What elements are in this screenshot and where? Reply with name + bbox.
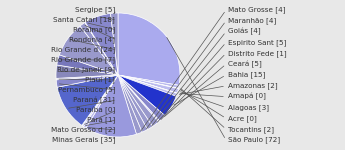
Wedge shape (118, 75, 165, 121)
Wedge shape (118, 75, 152, 130)
Text: Acre [0]: Acre [0] (228, 115, 257, 122)
Text: Santa Catari [18]: Santa Catari [18] (53, 17, 115, 23)
Wedge shape (118, 75, 158, 126)
Wedge shape (57, 75, 118, 125)
Wedge shape (56, 75, 118, 87)
Wedge shape (110, 13, 118, 75)
Text: Alagoas [3]: Alagoas [3] (228, 104, 269, 111)
Text: Rondonia [4]: Rondonia [4] (69, 37, 115, 43)
Text: Espirito Sant [5]: Espirito Sant [5] (228, 39, 286, 46)
Wedge shape (59, 26, 118, 75)
Text: Amapá [0]: Amapá [0] (228, 93, 266, 100)
Text: Pernambuco [5]: Pernambuco [5] (58, 87, 115, 93)
Text: Sergipe [5]: Sergipe [5] (75, 7, 115, 13)
Text: Amazonas [2]: Amazonas [2] (228, 82, 278, 89)
Text: São Paulo [72]: São Paulo [72] (228, 137, 280, 143)
Wedge shape (118, 75, 142, 134)
Text: Pará [1]: Pará [1] (87, 116, 115, 124)
Wedge shape (56, 75, 118, 80)
Wedge shape (118, 75, 147, 132)
Text: Bahia [15]: Bahia [15] (228, 72, 265, 78)
Text: Mato Grosse [4]: Mato Grosse [4] (228, 7, 286, 13)
Wedge shape (118, 75, 176, 116)
Wedge shape (85, 22, 118, 75)
Wedge shape (118, 75, 177, 93)
Text: Minas Gerais [35]: Minas Gerais [35] (51, 137, 115, 143)
Text: Paraíba [0]: Paraíba [0] (76, 106, 115, 114)
Wedge shape (118, 75, 179, 88)
Wedge shape (82, 75, 118, 126)
Wedge shape (118, 75, 160, 122)
Wedge shape (57, 55, 118, 75)
Wedge shape (80, 22, 118, 75)
Text: Tocantins [2]: Tocantins [2] (228, 126, 274, 133)
Wedge shape (56, 65, 118, 78)
Text: Paraná [31]: Paraná [31] (73, 96, 115, 104)
Wedge shape (82, 75, 118, 126)
Wedge shape (118, 75, 177, 96)
Text: Rio Grande d [24]: Rio Grande d [24] (51, 47, 115, 53)
Text: Ceará [5]: Ceará [5] (228, 61, 262, 68)
Wedge shape (118, 75, 178, 93)
Wedge shape (118, 13, 180, 85)
Text: Distrito Fede [1]: Distrito Fede [1] (228, 50, 287, 57)
Text: Piauí [1]: Piauí [1] (85, 76, 115, 84)
Text: Rio de Janeir [9]: Rio de Janeir [9] (57, 67, 115, 73)
Wedge shape (85, 14, 118, 75)
Text: Mato Grosso d [2]: Mato Grosso d [2] (51, 127, 115, 133)
Text: Maranhão [4]: Maranhão [4] (228, 17, 276, 24)
Wedge shape (86, 75, 136, 137)
Text: Roraima [0]: Roraima [0] (73, 27, 115, 33)
Text: Goiás [4]: Goiás [4] (228, 28, 260, 35)
Wedge shape (118, 75, 179, 89)
Text: Rio Grande do [7]: Rio Grande do [7] (51, 57, 115, 63)
Wedge shape (83, 75, 118, 128)
